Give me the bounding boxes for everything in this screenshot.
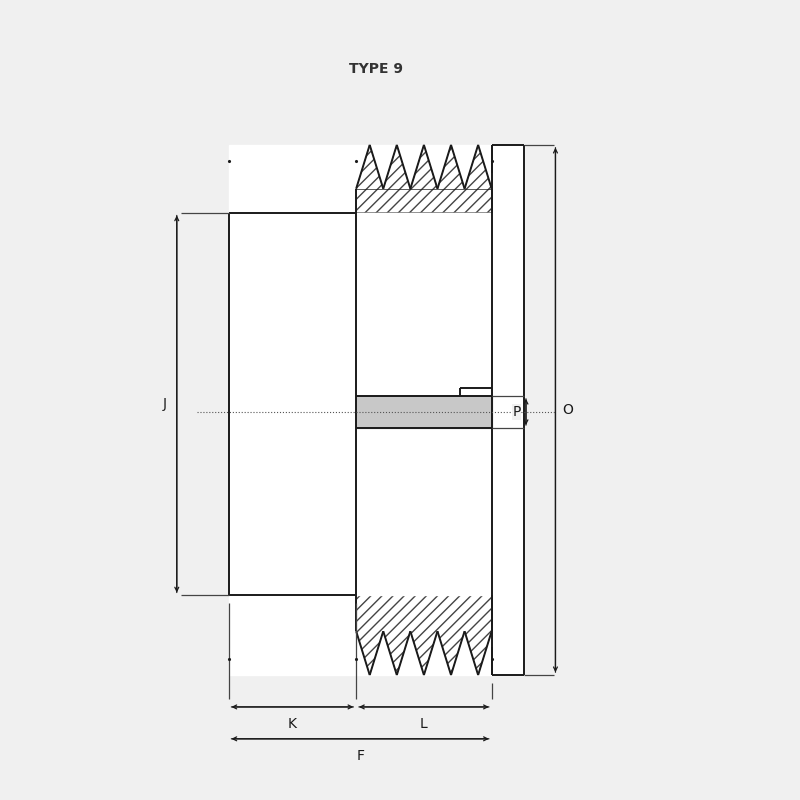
Polygon shape xyxy=(229,145,492,675)
Polygon shape xyxy=(356,428,492,595)
Polygon shape xyxy=(356,396,492,428)
Text: L: L xyxy=(420,718,428,731)
Polygon shape xyxy=(356,145,492,213)
Text: K: K xyxy=(288,718,297,731)
Text: TYPE 9: TYPE 9 xyxy=(349,62,403,76)
Text: O: O xyxy=(562,403,573,417)
Text: P: P xyxy=(512,405,521,419)
Polygon shape xyxy=(492,145,523,675)
Polygon shape xyxy=(356,213,492,396)
Polygon shape xyxy=(229,213,356,595)
Polygon shape xyxy=(356,595,492,675)
Text: J: J xyxy=(163,397,167,411)
Text: F: F xyxy=(356,750,364,763)
